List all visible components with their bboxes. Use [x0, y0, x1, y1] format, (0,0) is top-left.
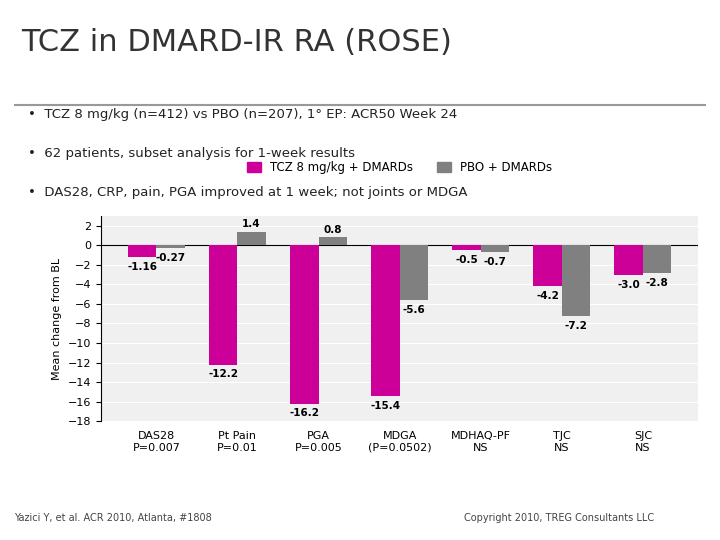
Text: -0.7: -0.7 — [483, 257, 506, 267]
Bar — [452, 245, 481, 250]
Legend: TCZ 8 mg/kg + DMARDs, PBO + DMARDs: TCZ 8 mg/kg + DMARDs, PBO + DMARDs — [242, 156, 557, 179]
Text: Copyright 2010, TREG Consultants LLC: Copyright 2010, TREG Consultants LLC — [464, 514, 654, 523]
Bar — [318, 238, 347, 245]
Text: -1.16: -1.16 — [127, 261, 157, 272]
Text: •  62 patients, subset analysis for 1-week results: • 62 patients, subset analysis for 1-wee… — [28, 147, 356, 160]
Text: TCZ in DMARD-IR RA (ROSE): TCZ in DMARD-IR RA (ROSE) — [22, 28, 452, 57]
Bar — [534, 245, 562, 286]
Bar — [481, 245, 509, 252]
Bar — [614, 245, 643, 275]
Text: -3.0: -3.0 — [617, 280, 640, 289]
Text: -15.4: -15.4 — [370, 401, 400, 411]
Text: 0.8: 0.8 — [323, 225, 342, 234]
Bar — [128, 245, 156, 256]
Bar — [562, 245, 590, 316]
Text: Patient, not physician, measures show improvement at 1 week: Patient, not physician, measures show im… — [26, 468, 463, 482]
Text: -4.2: -4.2 — [536, 291, 559, 301]
Bar — [400, 245, 428, 300]
Text: Yazici Y, et al. ACR 2010, Atlanta, #1808: Yazici Y, et al. ACR 2010, Atlanta, #180… — [14, 514, 212, 523]
Text: -2.8: -2.8 — [646, 278, 668, 288]
Bar — [643, 245, 671, 273]
Bar — [372, 245, 400, 396]
Bar — [238, 232, 266, 245]
Text: •  DAS28, CRP, pain, PGA improved at 1 week; not joints or MDGA: • DAS28, CRP, pain, PGA improved at 1 we… — [28, 186, 468, 199]
Bar — [209, 245, 238, 364]
Text: -5.6: -5.6 — [402, 305, 426, 315]
Text: -16.2: -16.2 — [289, 408, 320, 418]
Bar — [156, 245, 185, 248]
Text: -7.2: -7.2 — [564, 321, 588, 330]
Text: -0.5: -0.5 — [455, 255, 478, 265]
Text: -0.27: -0.27 — [156, 253, 186, 263]
Text: •  TCZ 8 mg/kg (n=412) vs PBO (n=207), 1° EP: ACR50 Week 24: • TCZ 8 mg/kg (n=412) vs PBO (n=207), 1°… — [28, 108, 458, 121]
Y-axis label: Mean change from BL: Mean change from BL — [52, 258, 62, 380]
Text: 1.4: 1.4 — [243, 219, 261, 229]
Text: -12.2: -12.2 — [208, 369, 238, 380]
Bar — [290, 245, 318, 403]
